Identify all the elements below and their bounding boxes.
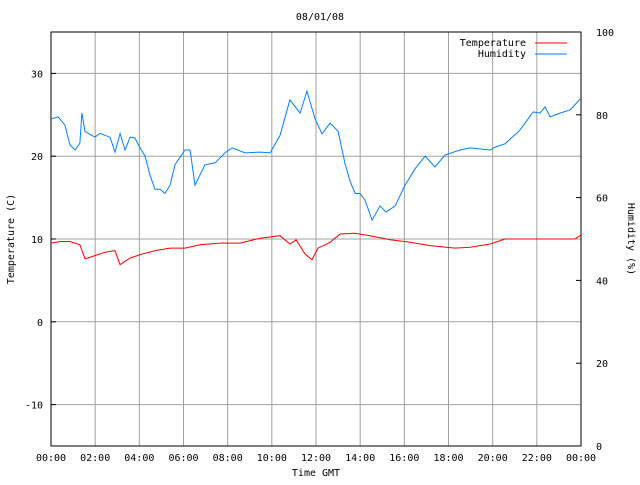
x-tick-label: 02:00 <box>80 453 110 464</box>
plot-frame <box>50 31 582 447</box>
tick-labels: 00:00 02:00 04:00 06:00 08:00 10:00 12:00 14:00… <box>25 28 614 464</box>
legend-label-humidity: Humidity <box>478 49 526 60</box>
y2-tick-label: 0 <box>596 442 602 453</box>
x-tick-label: 14:00 <box>345 453 375 464</box>
grid <box>51 31 581 447</box>
y-tick-label: 30 <box>31 69 43 80</box>
y2-tick-label: 80 <box>596 111 608 122</box>
x-tick-label: 00:00 <box>566 453 596 464</box>
x-tick-label: 22:00 <box>522 453 552 464</box>
series-line-humidity <box>50 89 581 222</box>
x-tick-label: 18:00 <box>433 453 463 464</box>
x-tick-label: 06:00 <box>168 453 198 464</box>
y-tick-label: 0 <box>37 318 43 329</box>
chart-title: 08/01/08 <box>296 12 344 23</box>
y-tick-label: 10 <box>31 235 43 246</box>
series-lines <box>50 89 582 266</box>
y2-tick-label: 20 <box>596 359 608 370</box>
y-tick-label: 20 <box>31 152 43 163</box>
x-tick-label: 12:00 <box>301 453 331 464</box>
y2-tick-label: 40 <box>596 276 608 287</box>
y2-tick-label: 100 <box>596 28 614 39</box>
x-tick-label: 08:00 <box>213 453 243 464</box>
x-tick-label: 20:00 <box>478 453 508 464</box>
legend-label-temperature: Temperature <box>460 38 526 49</box>
y-axis-label: Temperature (C) <box>6 194 17 284</box>
x-tick-label: 04:00 <box>124 453 154 464</box>
x-axis-label: Time GMT <box>292 468 340 479</box>
y2-axis-label: Humidity (%) <box>625 203 636 275</box>
y2-tick-label: 60 <box>596 194 608 205</box>
series-line-temperature <box>50 232 582 266</box>
x-tick-label: 10:00 <box>257 453 287 464</box>
legend: Temperature Humidity <box>460 38 567 60</box>
y-tick-label: -10 <box>25 401 43 412</box>
x-tick-label: 00:00 <box>36 453 66 464</box>
x-tick-label: 16:00 <box>389 453 419 464</box>
